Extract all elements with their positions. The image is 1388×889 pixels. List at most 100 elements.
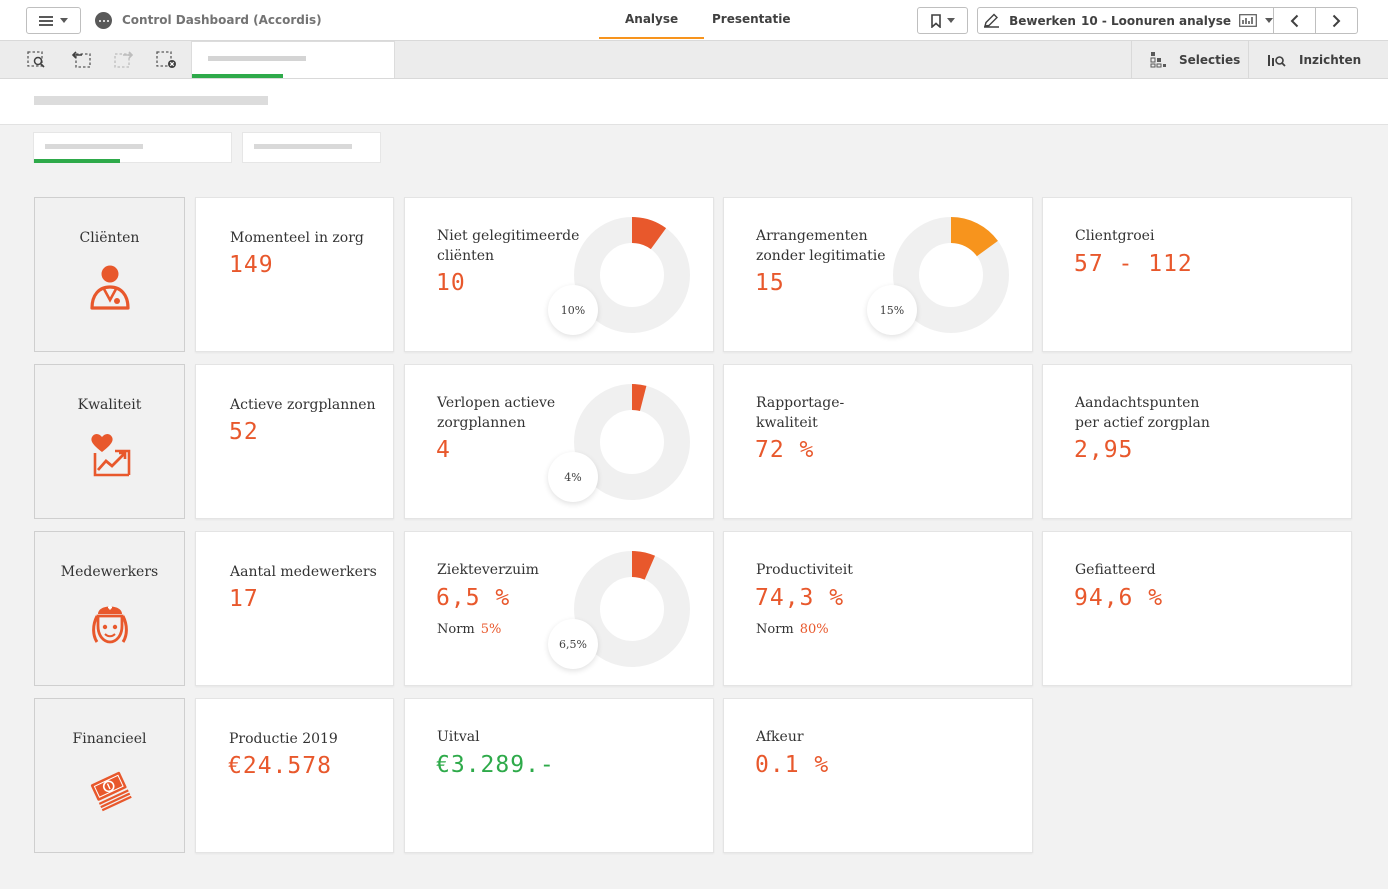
- sheet-title-band: [0, 79, 1388, 125]
- kpi-value: 2,95: [1074, 437, 1134, 463]
- smart-search-icon[interactable]: [27, 51, 49, 69]
- kpi-value: 4: [436, 437, 451, 463]
- bookmark-button[interactable]: [917, 7, 968, 34]
- norm-value: 80%: [799, 622, 829, 637]
- top-bar: Control Dashboard (Accordis) Analyse Pre…: [0, 0, 1388, 41]
- chevron-right-icon: [1332, 14, 1341, 27]
- donut-chart: [574, 217, 690, 333]
- insights-label: Inzichten: [1299, 52, 1362, 67]
- kpi-value: 17: [229, 586, 259, 612]
- filter-pill-1[interactable]: [33, 132, 232, 163]
- pencil-icon: [984, 13, 1000, 28]
- kpi-label-line-2: zonder legitimatie: [756, 248, 886, 264]
- insights-button[interactable]: Inzichten: [1248, 41, 1388, 78]
- kpi-card-aandachtspunten[interactable]: Aandachtspunten per actief zorgplan 2,95: [1042, 364, 1352, 519]
- tab-analyse[interactable]: Analyse: [598, 12, 705, 39]
- kpi-label-line-1: Rapportage-: [756, 395, 845, 411]
- category-label: Financieel: [72, 731, 147, 747]
- category-clienten[interactable]: Cliënten: [34, 197, 185, 352]
- filter-placeholder-text: [45, 144, 143, 149]
- donut-chart: [574, 383, 690, 500]
- kpi-label-line-1: Arrangementen: [756, 228, 868, 244]
- kpi-label: Afkeur: [756, 729, 804, 745]
- kpi-card-aantal-medewerkers[interactable]: Aantal medewerkers 17: [195, 531, 394, 686]
- donut-value-arc: [631, 551, 656, 580]
- kpi-card-niet-gelegitimeerd[interactable]: Niet gelegitimeerde cliënten 10 10%: [404, 197, 714, 352]
- previous-sheet-button[interactable]: [1273, 7, 1316, 34]
- percentage-badge: 6,5%: [548, 619, 598, 669]
- kpi-card-clientgroei[interactable]: Clientgroei 57 - 112: [1042, 197, 1352, 352]
- heart-chart-icon: [90, 434, 130, 477]
- kpi-card-ziekteverzuim[interactable]: Ziekteverzuim 6,5 % Norm 5% 6,5%: [404, 531, 714, 686]
- kpi-card-gefiatteerd[interactable]: Gefiatteerd 94,6 %: [1042, 531, 1352, 686]
- donut-track: [574, 384, 690, 500]
- kpi-value: 15: [755, 270, 785, 296]
- kpi-value: 72 %: [755, 437, 815, 463]
- kpi-label-line-1: Niet gelegitimeerde: [437, 228, 580, 244]
- norm-line: Norm 80%: [756, 622, 829, 637]
- kpi-label: Uitval: [437, 729, 480, 745]
- category-financieel[interactable]: Financieel: [34, 698, 185, 853]
- edit-button[interactable]: Bewerken: [977, 7, 1082, 34]
- selections-label: Selecties: [1179, 52, 1241, 67]
- edit-button-label: Bewerken: [1009, 13, 1076, 28]
- client-icon: [89, 265, 130, 310]
- kpi-value: 74,3 %: [755, 585, 845, 611]
- selections-icon: [1150, 52, 1166, 68]
- tab-presentatie[interactable]: Presentatie: [712, 12, 791, 26]
- kpi-value: 0.1 %: [755, 752, 830, 778]
- donut-chart: [893, 217, 1009, 333]
- hamburger-icon: [39, 15, 53, 26]
- kpi-value: 52: [229, 419, 259, 445]
- kpi-value: 6,5 %: [436, 585, 511, 611]
- kpi-card-productiviteit[interactable]: Productiviteit 74,3 % Norm 80%: [723, 531, 1033, 686]
- kpi-label-line-1: Aandachtspunten: [1075, 395, 1200, 411]
- selections-button[interactable]: Selecties: [1131, 41, 1248, 78]
- donut-value-arc: [950, 217, 998, 257]
- next-sheet-button[interactable]: [1315, 7, 1358, 34]
- kpi-card-afkeur[interactable]: Afkeur 0.1 %: [723, 698, 1033, 853]
- kpi-label-line-2: cliënten: [437, 248, 495, 264]
- category-label: Cliënten: [79, 230, 140, 246]
- kpi-value: 149: [229, 252, 274, 278]
- kpi-label: Gefiatteerd: [1075, 562, 1156, 578]
- filter-pill-2[interactable]: [242, 132, 381, 163]
- sheet-selector[interactable]: 10 - Loonuren analyse: [1081, 7, 1274, 34]
- kpi-label: Productie 2019: [229, 731, 338, 747]
- kpi-value: 94,6 %: [1074, 585, 1164, 611]
- kpi-card-arrangementen[interactable]: Arrangementen zonder legitimatie 15 15%: [723, 197, 1033, 352]
- kpi-card-actieve-zorgplannen[interactable]: Actieve zorgplannen 52: [195, 364, 394, 519]
- money-stack-icon: [90, 771, 132, 812]
- donut-chart: [574, 551, 690, 667]
- kpi-label: Ziekteverzuim: [437, 562, 539, 578]
- kpi-card-uitval[interactable]: Uitval €3.289.-: [404, 698, 714, 853]
- step-forward-icon[interactable]: [113, 51, 135, 69]
- kpi-label: Productiviteit: [756, 562, 853, 578]
- kpi-card-rapportage-kwaliteit[interactable]: Rapportage- kwaliteit 72 %: [723, 364, 1033, 519]
- kpi-card-verlopen-zorgplannen[interactable]: Verlopen actieve zorgplannen 4 4%: [404, 364, 714, 519]
- category-kwaliteit[interactable]: Kwaliteit: [34, 364, 185, 519]
- donut-track: [574, 217, 690, 333]
- selection-indicator: [192, 74, 283, 78]
- chevron-down-icon: [60, 18, 68, 23]
- kpi-label: Momenteel in zorg: [230, 230, 364, 246]
- navigation-menu-button[interactable]: [26, 7, 81, 34]
- chevron-down-icon: [1265, 18, 1273, 23]
- sheet-title-placeholder: [34, 96, 268, 105]
- kpi-card-momenteel-in-zorg[interactable]: Momenteel in zorg 149: [195, 197, 394, 352]
- donut-track: [574, 551, 690, 667]
- nurse-icon: [91, 605, 128, 644]
- category-medewerkers[interactable]: Medewerkers: [34, 531, 185, 686]
- sheet-chart-icon: [1239, 14, 1257, 27]
- app-title: Control Dashboard (Accordis): [122, 13, 322, 27]
- clear-selections-icon[interactable]: [156, 51, 178, 69]
- current-selection-tab[interactable]: [191, 41, 395, 78]
- step-back-icon[interactable]: [70, 51, 92, 69]
- chevron-down-icon: [946, 18, 955, 23]
- kpi-label-line-2: zorgplannen: [437, 415, 526, 431]
- app-icon: [95, 12, 112, 29]
- kpi-card-productie[interactable]: Productie 2019 €24.578: [195, 698, 394, 853]
- percentage-badge: 4%: [548, 452, 598, 502]
- kpi-label: Aantal medewerkers: [230, 564, 377, 580]
- kpi-value: 10: [436, 270, 466, 296]
